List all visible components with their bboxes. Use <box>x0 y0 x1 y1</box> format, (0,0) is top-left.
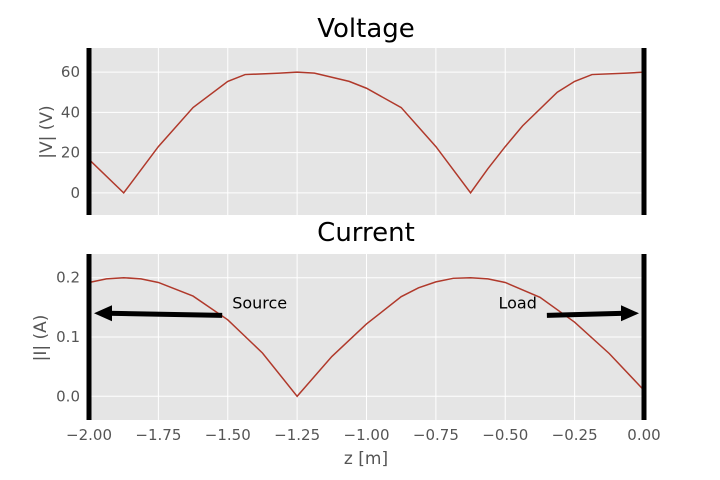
source-arrow-head <box>94 305 112 322</box>
voltage-ylabel: |V| (V) <box>37 105 57 158</box>
current-grid <box>89 254 644 420</box>
ytick-label: 0 <box>70 184 80 202</box>
xtick-label: −1.75 <box>135 426 181 444</box>
xtick-label: 0.00 <box>627 426 660 444</box>
ytick-label: 0.0 <box>56 387 80 405</box>
ytick-label: 20 <box>61 144 80 162</box>
source-arrow-shaft <box>107 310 223 318</box>
ytick-label: 0.1 <box>56 328 80 346</box>
current-boundary-markers <box>86 254 647 420</box>
xtick-label: −1.00 <box>344 426 390 444</box>
xtick-label: −2.00 <box>66 426 112 444</box>
current-annotations: Source Load <box>94 293 639 322</box>
voltage-panel: Voltage |V| (V) 0 20 40 60 <box>37 14 647 215</box>
load-arrow-shaft <box>546 310 626 318</box>
current-panel: Current |I| (A) 0.0 0.1 0.2 −2.00 −1.75 −1.5… <box>31 218 661 469</box>
xtick-label: −0.50 <box>482 426 528 444</box>
current-title: Current <box>317 218 415 248</box>
ytick-label: 40 <box>61 103 80 121</box>
current-xlabel: z [m] <box>344 449 388 469</box>
current-ylabel: |I| (A) <box>31 315 51 362</box>
xtick-label: −1.25 <box>274 426 320 444</box>
voltage-boundary-markers <box>86 48 647 215</box>
voltage-grid <box>89 48 644 215</box>
xtick-label: −0.75 <box>413 426 459 444</box>
voltage-yticks: 0 20 40 60 <box>61 63 80 202</box>
xtick-label: −1.50 <box>205 426 251 444</box>
ytick-label: 60 <box>61 63 80 81</box>
current-xticks: −2.00 −1.75 −1.50 −1.25 −1.00 −0.75 −0.50 −0.25… <box>66 426 661 444</box>
voltage-title: Voltage <box>317 14 415 44</box>
xtick-label: −0.25 <box>552 426 598 444</box>
load-label: Load <box>498 293 536 312</box>
current-yticks: 0.0 0.1 0.2 <box>56 269 80 406</box>
load-arrow-head <box>621 305 639 322</box>
current-line <box>88 276 645 398</box>
voltage-line <box>88 71 645 195</box>
source-label: Source <box>232 293 287 312</box>
ytick-label: 0.2 <box>56 269 80 287</box>
